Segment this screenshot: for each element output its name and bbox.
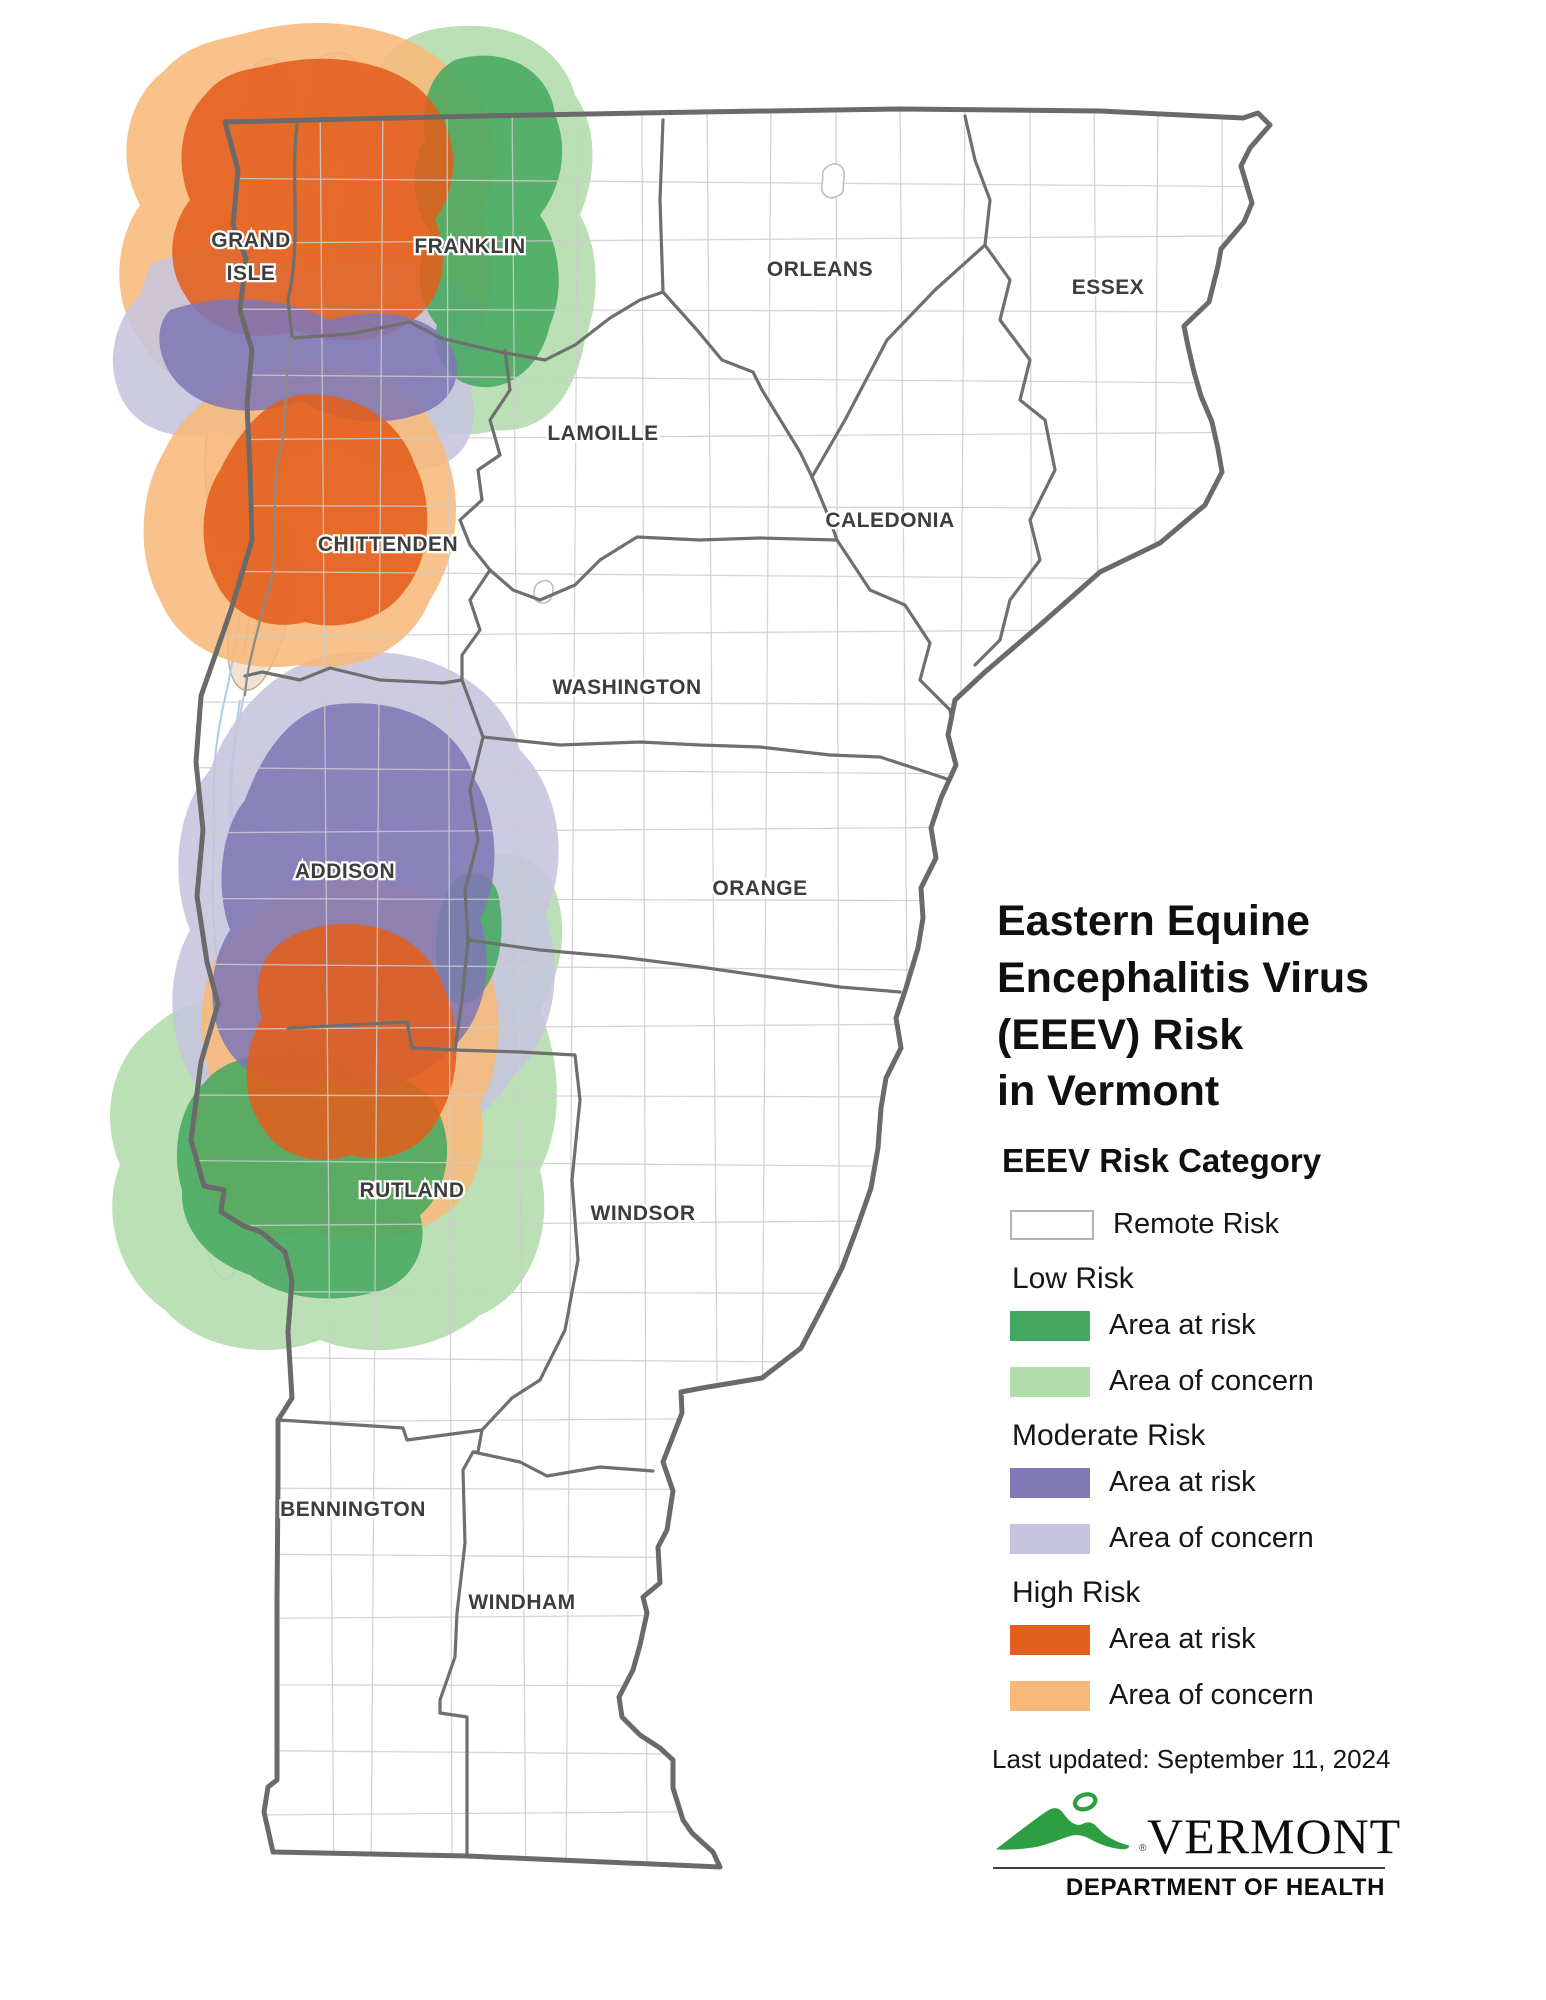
- legend-label: Area at risk: [1109, 1623, 1256, 1655]
- vermont-department-of-health-logo: VERMONT ® DEPARTMENT OF HEALTH: [993, 1791, 1400, 1902]
- legend-row-low-concern: Area of concern: [1010, 1365, 1450, 1398]
- moderate-concern-swatch: [1010, 1523, 1090, 1554]
- county-label-rutland: RUTLAND: [360, 1179, 465, 1202]
- green-mountain-icon: [995, 1792, 1130, 1850]
- moderate-risk-area-north: [159, 299, 457, 422]
- legend-label: Area of concern: [1109, 1679, 1314, 1711]
- last-updated-text: Last updated: September 11, 2024: [992, 1744, 1391, 1774]
- county-label-grand-isle: GRAND: [211, 229, 291, 252]
- county-boundaries: [243, 114, 1057, 1857]
- low-concern-swatch: [1010, 1366, 1090, 1397]
- county-label-grand-isle: ISLE: [227, 262, 276, 285]
- moderate-at-risk-swatch: [1010, 1467, 1090, 1498]
- low-risk-area-north: [414, 55, 563, 388]
- legend-label: Area at risk: [1109, 1466, 1256, 1498]
- legend-title: EEEV Risk Category: [1002, 1142, 1322, 1179]
- legend-label: Area of concern: [1109, 1365, 1314, 1397]
- legend-label: Area at risk: [1109, 1309, 1256, 1341]
- county-label-bennington: BENNINGTON: [280, 1498, 426, 1521]
- title-line: Eastern Equine: [997, 897, 1311, 945]
- legend-header-high: High Risk: [1012, 1576, 1141, 1609]
- high-at-risk-swatch: [1010, 1624, 1090, 1655]
- county-label-washington: WASHINGTON: [552, 676, 701, 699]
- county-label-addison: ADDISON: [295, 860, 395, 883]
- logo-department-text: DEPARTMENT OF HEALTH: [1065, 1874, 1385, 1901]
- high-concern-swatch: [1010, 1680, 1090, 1711]
- logo-wordmark: VERMONT: [1147, 1808, 1402, 1864]
- county-label-windsor: WINDSOR: [591, 1202, 696, 1225]
- low-at-risk-swatch: [1010, 1310, 1090, 1341]
- info-panel: Eastern Equine Encephalitis Virus (EEEV)…: [975, 893, 1450, 1902]
- title-line: Encephalitis Virus: [997, 953, 1370, 1002]
- county-label-chittenden: CHITTENDEN: [318, 533, 458, 556]
- legend-row-low-at-risk: Area at risk: [1010, 1309, 1450, 1342]
- legend-label: Area of concern: [1109, 1522, 1314, 1554]
- county-label-franklin: FRANKLIN: [414, 235, 525, 258]
- title-line: in Vermont: [997, 1067, 1220, 1116]
- legend-row-moderate-at-risk: Area at risk: [1010, 1466, 1450, 1499]
- high-risk-area-franklin: [172, 58, 454, 341]
- county-label-lamoille: LAMOILLE: [547, 422, 658, 445]
- ponds: [533, 163, 846, 604]
- legend-row-moderate-concern: Area of concern: [1010, 1522, 1450, 1555]
- legend-row-high-concern: Area of concern: [1010, 1679, 1450, 1712]
- page-title: Eastern Equine Encephalitis Virus (EEEV)…: [997, 893, 1450, 1120]
- legend-label-remote: Remote Risk: [1113, 1208, 1279, 1240]
- legend-header-moderate: Moderate Risk: [1012, 1419, 1206, 1452]
- legend-row-remote: Remote Risk: [1010, 1208, 1450, 1241]
- high-risk-area-chittenden: [203, 394, 428, 626]
- county-label-caledonia: CALEDONIA: [825, 509, 954, 532]
- county-label-orleans: ORLEANS: [767, 258, 873, 281]
- legend-row-high-at-risk: Area at risk: [1010, 1623, 1450, 1656]
- county-label-essex: ESSEX: [1072, 276, 1145, 299]
- logo-divider: [993, 1867, 1385, 1869]
- legend-header-low: Low Risk: [1012, 1262, 1134, 1295]
- high-risk-area-south: [246, 923, 457, 1160]
- county-labels: GRAND ISLE FRANKLIN ORLEANS ESSEX LAMOILLE CAL…: [209, 227, 1146, 1617]
- title-line: (EEEV) Risk: [997, 1010, 1244, 1059]
- county-label-orange: ORANGE: [712, 877, 807, 900]
- registered-trademark-symbol: ®: [1139, 1843, 1147, 1854]
- county-label-windham: WINDHAM: [468, 1591, 575, 1614]
- remote-risk-swatch: [1010, 1209, 1094, 1240]
